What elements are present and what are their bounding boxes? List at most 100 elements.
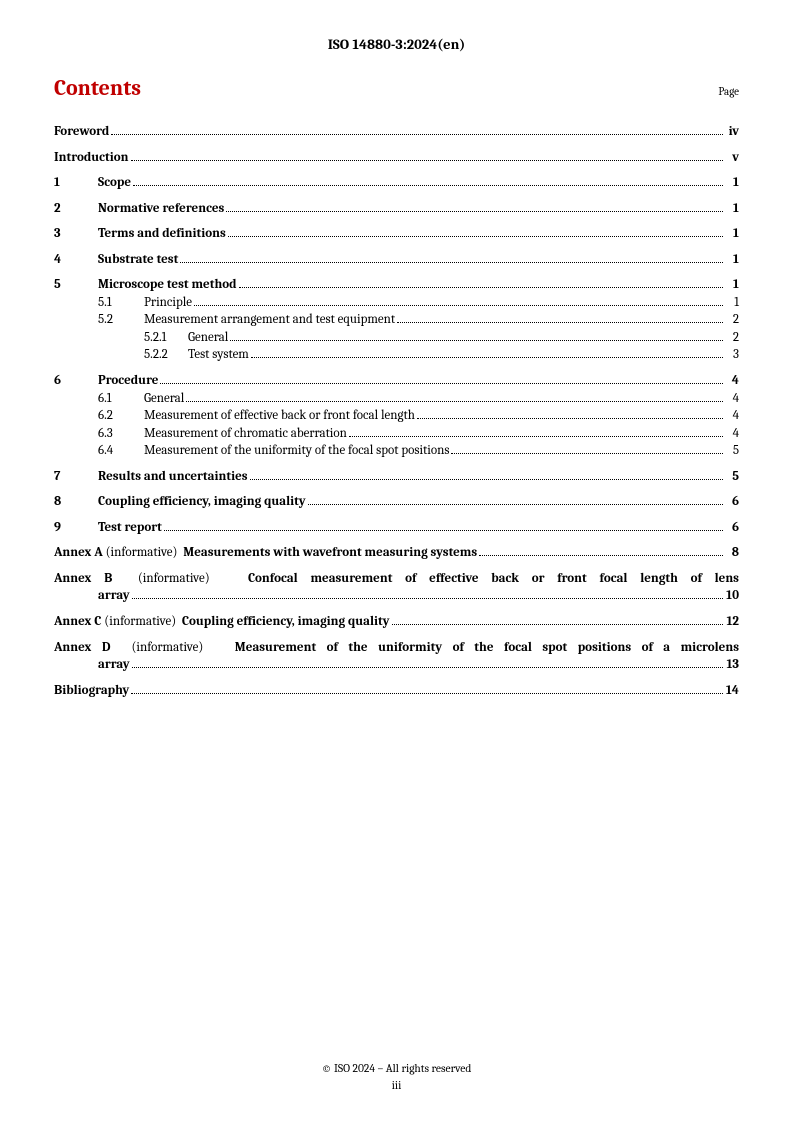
toc-page: 4 [725,407,739,425]
toc-entry-microscope-test-method: 5 Microscope test method 1 [54,276,739,294]
toc-entry-substrate-test: 4 Substrate test 1 [54,251,739,269]
toc-number: 6 [54,372,98,390]
toc-title: Results and uncertainties [98,468,248,486]
toc-title: Substrate test [98,251,178,269]
toc-title: Procedure [98,372,158,390]
toc-entry-general-61: 6.1 General 4 [54,390,739,408]
annex-title-line1: Confocal measurement of effective back o… [248,571,739,586]
annex-label: Annex A [54,544,103,562]
toc-page: 1 [725,294,739,312]
leader-dots [111,134,723,135]
toc-number: 9 [54,519,98,537]
toc-entry-normative-references: 2 Normative references 1 [54,200,739,218]
toc-entry-results: 7 Results and uncertainties 5 [54,468,739,486]
toc-title: Introduction [54,149,129,167]
toc-page: 6 [725,493,739,511]
leader-dots [397,322,723,323]
toc-number: 6.3 [98,425,144,443]
annex-info: (informative) [104,613,176,631]
annex-title-line2: array [98,656,130,674]
toc-title: Measurement of chromatic aberration [144,425,347,443]
annex-label: Annex B [54,571,112,586]
toc-entry-test-system: 5.2.2 Test system 3 [54,346,739,364]
toc-number: 8 [54,493,98,511]
toc-entry-terms-definitions: 3 Terms and definitions 1 [54,225,739,243]
leader-dots [132,598,723,599]
toc-number: 6.4 [98,442,144,460]
toc-title: Test report [98,519,162,537]
annex-info: (informative) [106,544,178,562]
toc-entry-measurement-arrangement: 5.2 Measurement arrangement and test equ… [54,311,739,329]
toc-number: 6.1 [98,390,144,408]
leader-dots [132,667,723,668]
toc-title: Normative references [98,200,224,218]
toc-title: Measurement of effective back or front f… [144,407,415,425]
toc-title: General [188,329,228,347]
leader-dots [308,504,723,505]
contents-header: Contents Page [54,75,739,101]
toc-number: 5.2.2 [144,346,188,364]
toc-entry-annex-b: Annex B (informative) Confocal measureme… [54,570,739,588]
leader-dots [133,185,723,186]
annex-title: Measurements with wavefront measuring sy… [183,544,477,562]
toc-entry-coupling-efficiency: 8 Coupling efficiency, imaging quality 6 [54,493,739,511]
toc-title: Bibliography [54,682,129,700]
toc-page: 12 [725,613,739,631]
page-footer: © ISO 2024 – All rights reserved iii [0,1062,793,1092]
toc-page: 5 [725,468,739,486]
leader-dots [164,530,723,531]
document-header: ISO 14880-3:2024(en) [54,36,739,53]
table-of-contents: Foreword iv Introduction v 1 Scope 1 2 N… [54,123,739,699]
toc-title: Principle [144,294,192,312]
toc-entry-annex-d-cont: array 13 [54,656,739,674]
annex-info: (informative) [131,640,203,655]
toc-page: 5 [725,442,739,460]
toc-entry-measurement-focal-length: 6.2 Measurement of effective back or fro… [54,407,739,425]
toc-entry-introduction: Introduction v [54,149,739,167]
copyright-text: © ISO 2024 – All rights reserved [0,1062,793,1075]
toc-entry-chromatic-aberration: 6.3 Measurement of chromatic aberration … [54,425,739,443]
annex-title-line2: array [98,587,130,605]
toc-page: 4 [725,390,739,408]
page-column-label: Page [718,85,739,98]
leader-dots [131,160,723,161]
toc-entry-bibliography: Bibliography 14 [54,682,739,700]
toc-page: 13 [725,656,739,674]
toc-page: 1 [725,225,739,243]
toc-page: 2 [725,311,739,329]
toc-title: Test system [188,346,249,364]
toc-number: 4 [54,251,98,269]
toc-entry-procedure: 6 Procedure 4 [54,372,739,390]
contents-title: Contents [54,75,141,101]
toc-number: 3 [54,225,98,243]
leader-dots [349,436,723,437]
toc-page: 8 [725,544,739,562]
toc-title: Measurement arrangement and test equipme… [144,311,395,329]
toc-page: 4 [725,372,739,390]
leader-dots [479,555,723,556]
toc-title: Measurement of the uniformity of the foc… [144,442,449,460]
toc-number: 6.2 [98,407,144,425]
leader-dots [194,305,723,306]
toc-entry-foreword: Foreword iv [54,123,739,141]
annex-label: Annex D [54,640,110,655]
leader-dots [180,262,723,263]
toc-title: Coupling efficiency, imaging quality [98,493,306,511]
toc-entry-principle: 5.1 Principle 1 [54,294,739,312]
leader-dots [417,418,723,419]
toc-title: Foreword [54,123,109,141]
toc-entry-annex-a: Annex A (informative) Measurements with … [54,544,739,562]
toc-page: 1 [725,251,739,269]
toc-entry-scope: 1 Scope 1 [54,174,739,192]
toc-number: 1 [54,174,98,192]
toc-page: 10 [725,587,739,605]
toc-number: 5.1 [98,294,144,312]
leader-dots [226,211,723,212]
toc-title: Microscope test method [98,276,237,294]
annex-title: Coupling efficiency, imaging quality [182,613,390,631]
toc-entry-annex-d: Annex D (informative) Measurement of the… [54,639,739,657]
toc-page: 3 [725,346,739,364]
toc-page: 1 [725,174,739,192]
toc-page: 4 [725,425,739,443]
annex-title-line1: Measurement of the uniformity of the foc… [235,640,739,655]
